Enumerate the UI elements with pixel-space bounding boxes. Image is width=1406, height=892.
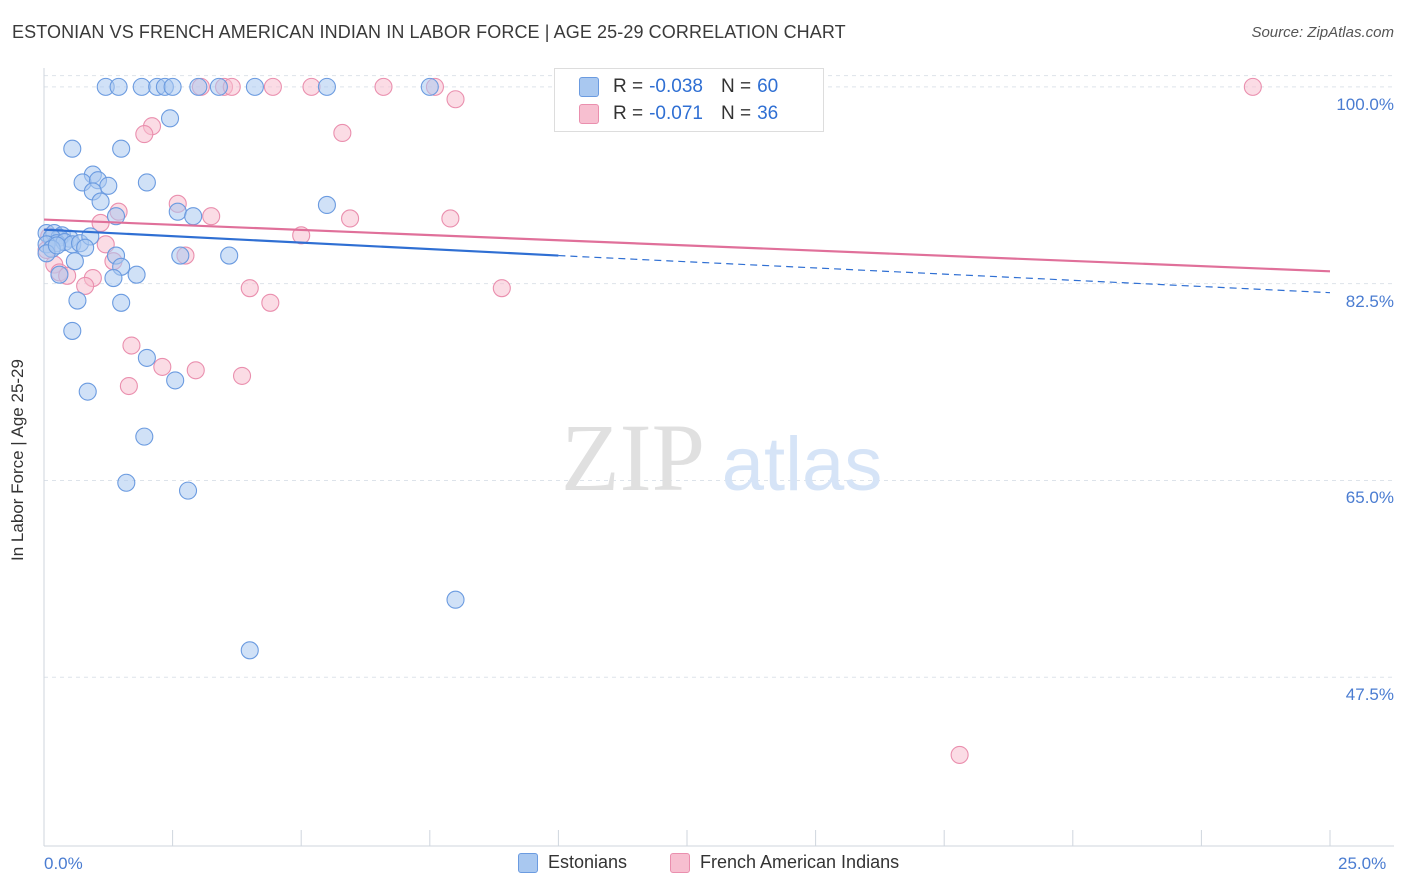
data-point-estonians — [104, 269, 123, 288]
data-point-estonians — [420, 77, 439, 96]
data-point-french-american-indians — [202, 207, 221, 226]
data-point-french-american-indians — [76, 276, 95, 295]
legend-swatch-pink — [579, 104, 599, 124]
axes — [43, 68, 1394, 847]
bottom-legend-estonians: Estonians — [518, 852, 627, 873]
data-point-estonians — [132, 77, 151, 96]
data-point-estonians — [317, 77, 336, 96]
legend-r-label: R = — [613, 103, 644, 124]
chart-title: ESTONIAN VS FRENCH AMERICAN INDIAN IN LA… — [12, 22, 846, 42]
y-tick-label: 82.5% — [1345, 291, 1394, 311]
y-axis-label: In Labor Force | Age 25-29 — [8, 359, 27, 561]
data-point-estonians — [317, 195, 336, 215]
legend-n-value: 36 — [757, 103, 779, 124]
data-point-french-american-indians — [232, 366, 252, 385]
data-point-french-american-indians — [333, 123, 352, 143]
data-point-french-american-indians — [153, 357, 172, 376]
y-tick-label: 65.0% — [1345, 488, 1394, 508]
data-point-french-american-indians — [446, 90, 465, 109]
data-point-estonians — [68, 291, 87, 310]
data-point-estonians — [171, 246, 190, 265]
data-point-french-american-indians — [240, 279, 259, 298]
data-point-french-american-indians — [263, 77, 282, 96]
data-point-french-american-indians — [950, 745, 969, 764]
legend-r-label: R = — [613, 76, 644, 97]
y-tick-label: 100.0% — [1336, 94, 1394, 114]
data-point-estonians — [112, 293, 131, 312]
data-point-estonians — [65, 252, 84, 271]
data-point-french-american-indians — [96, 235, 115, 254]
y-tick-label: 47.5% — [1345, 685, 1394, 705]
data-point-estonians — [163, 77, 182, 96]
legend-n-value: 60 — [757, 76, 779, 97]
correlation-legend: R = -0.038 N = 60 R = -0.071 N = 36 — [554, 68, 824, 132]
data-point-estonians — [178, 481, 198, 500]
trend-lines — [43, 218, 1331, 294]
source-label: Source: ZipAtlas.com — [1251, 24, 1394, 41]
legend-r-value: -0.071 — [649, 103, 703, 124]
data-point-french-american-indians — [341, 209, 360, 228]
watermark-atlas: atlas — [722, 422, 883, 507]
data-point-estonians — [63, 321, 82, 340]
watermark: ZIP atlas — [561, 404, 882, 511]
data-point-estonians — [47, 236, 66, 255]
data-point-french-american-indians — [1243, 77, 1262, 96]
data-point-estonians — [50, 265, 69, 284]
data-point-estonians — [76, 238, 95, 257]
watermark-zip: ZIP — [561, 404, 705, 511]
data-point-estonians — [127, 265, 146, 284]
data-point-estonians — [245, 77, 264, 96]
data-point-estonians — [137, 173, 156, 192]
bottom-legend-swatch-pink — [670, 852, 690, 873]
data-point-estonians — [91, 192, 110, 211]
data-point-estonians — [189, 77, 208, 96]
data-point-estonians — [166, 371, 185, 390]
data-point-french-american-indians — [119, 376, 138, 396]
legend-n-label: N = — [720, 76, 752, 97]
data-point-french-american-indians — [186, 361, 205, 380]
data-point-estonians — [168, 202, 187, 221]
legend-row-estonians: R = -0.038 N = 60 — [579, 74, 778, 100]
x-tick-label-max: 25.0% — [1338, 854, 1387, 873]
data-point-estonians — [78, 382, 97, 401]
data-point-french-american-indians — [374, 77, 393, 96]
data-point-french-american-indians — [302, 77, 321, 96]
data-point-estonians — [446, 590, 465, 609]
trend-line-estonians — [43, 228, 559, 257]
data-point-estonians — [137, 348, 156, 367]
bottom-legend-label: Estonians — [548, 852, 628, 872]
data-point-estonians — [112, 139, 131, 158]
data-point-estonians — [209, 77, 228, 96]
trend-line-french-american-indians — [43, 218, 1331, 273]
data-point-estonians — [160, 109, 180, 128]
bottom-legend-label: French American Indians — [700, 852, 900, 872]
data-point-french-american-indians — [261, 293, 280, 312]
legend-swatch-blue — [579, 77, 599, 97]
data-point-estonians — [99, 176, 118, 195]
bottom-legend-swatch-blue — [518, 852, 538, 873]
data-point-french-american-indians — [492, 279, 511, 298]
data-point-french-american-indians — [441, 209, 460, 228]
data-point-estonians — [135, 427, 154, 446]
data-point-french-american-indians — [135, 125, 154, 144]
data-point-french-american-indians — [122, 336, 141, 355]
data-point-estonians — [117, 473, 136, 492]
legend-r-value: -0.038 — [649, 76, 703, 97]
data-point-estonians — [109, 77, 128, 96]
bottom-legend-french-american-indians: French American Indians — [670, 852, 899, 873]
series-estonians-points — [37, 77, 465, 660]
x-tick-label-min: 0.0% — [44, 854, 83, 873]
data-point-estonians — [240, 641, 259, 660]
trend-line-estonians-extension — [558, 254, 1331, 294]
legend-n-label: N = — [720, 103, 752, 124]
data-point-estonians — [63, 139, 82, 158]
data-point-estonians — [220, 246, 239, 265]
data-point-estonians — [184, 207, 203, 226]
data-point-estonians — [106, 207, 126, 226]
legend-row-french-american-indians: R = -0.071 N = 36 — [579, 101, 778, 127]
